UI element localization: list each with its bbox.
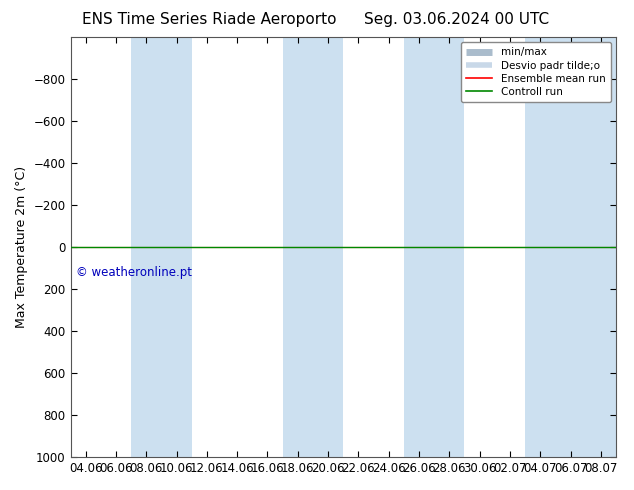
Legend: min/max, Desvio padr tilde;o, Ensemble mean run, Controll run: min/max, Desvio padr tilde;o, Ensemble m… bbox=[461, 42, 611, 102]
Bar bbox=[586, 37, 616, 457]
Bar bbox=[131, 37, 162, 457]
Bar bbox=[162, 37, 191, 457]
Text: ENS Time Series Riade Aeroporto: ENS Time Series Riade Aeroporto bbox=[82, 12, 337, 27]
Bar bbox=[555, 37, 586, 457]
Y-axis label: Max Temperature 2m (°C): Max Temperature 2m (°C) bbox=[15, 166, 28, 328]
Text: Seg. 03.06.2024 00 UTC: Seg. 03.06.2024 00 UTC bbox=[364, 12, 549, 27]
Bar bbox=[283, 37, 313, 457]
Bar bbox=[434, 37, 465, 457]
Bar bbox=[313, 37, 343, 457]
Bar bbox=[525, 37, 555, 457]
Bar bbox=[404, 37, 434, 457]
Text: © weatheronline.pt: © weatheronline.pt bbox=[76, 266, 192, 279]
